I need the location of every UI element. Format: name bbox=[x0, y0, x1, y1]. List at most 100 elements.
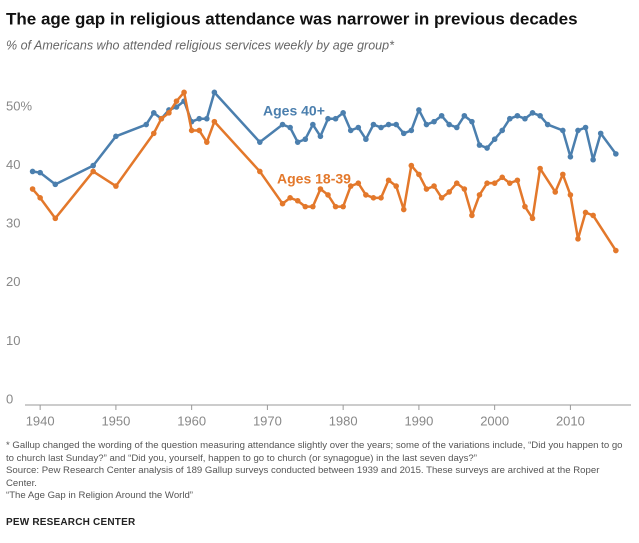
y-tick-label: 0 bbox=[6, 391, 13, 406]
note: * Gallup changed the wording of the ques… bbox=[6, 440, 623, 464]
data-point bbox=[310, 121, 316, 128]
data-point bbox=[287, 124, 293, 131]
data-point bbox=[491, 136, 498, 143]
data-point bbox=[446, 121, 453, 128]
x-tick-label: 1960 bbox=[177, 413, 206, 428]
y-tick-label: 30 bbox=[6, 216, 20, 231]
data-point bbox=[476, 142, 483, 148]
data-point bbox=[204, 115, 210, 122]
data-point bbox=[491, 180, 498, 186]
data-point bbox=[52, 215, 59, 222]
logo: PEW RESEARCH CENTER bbox=[6, 517, 136, 528]
data-point bbox=[257, 139, 263, 145]
x-tick-label: 1950 bbox=[101, 413, 130, 428]
data-point bbox=[294, 139, 301, 145]
data-point bbox=[340, 203, 346, 210]
notes: * Gallup changed the wording of the ques… bbox=[6, 440, 632, 503]
y-tick-label: 50% bbox=[6, 98, 32, 113]
data-point bbox=[347, 183, 354, 189]
data-point bbox=[294, 197, 301, 204]
data-point bbox=[431, 118, 437, 125]
data-point bbox=[113, 133, 119, 140]
series-label: Ages 18-39 bbox=[277, 171, 351, 187]
data-point bbox=[575, 127, 581, 134]
data-point bbox=[560, 127, 566, 134]
data-point bbox=[575, 236, 581, 242]
data-point bbox=[332, 203, 339, 210]
data-point bbox=[507, 115, 513, 122]
data-point bbox=[287, 195, 293, 201]
data-point bbox=[325, 115, 331, 122]
data-point bbox=[317, 186, 324, 192]
data-point bbox=[453, 180, 460, 186]
data-point bbox=[408, 127, 415, 134]
data-point bbox=[529, 110, 536, 116]
data-point bbox=[385, 177, 392, 184]
data-point bbox=[370, 121, 377, 128]
data-point bbox=[507, 180, 513, 186]
data-point bbox=[408, 162, 415, 169]
x-tick-label: 1980 bbox=[329, 413, 358, 428]
data-point bbox=[196, 127, 203, 134]
data-point bbox=[416, 107, 422, 113]
data-point bbox=[613, 247, 619, 254]
data-point bbox=[400, 206, 407, 213]
data-point bbox=[590, 156, 596, 163]
data-point bbox=[363, 192, 369, 198]
data-point bbox=[325, 192, 331, 198]
data-point bbox=[476, 192, 483, 198]
data-point bbox=[332, 115, 339, 122]
x-tick-label: 1990 bbox=[404, 413, 433, 428]
data-point bbox=[378, 195, 384, 201]
data-point bbox=[37, 169, 43, 176]
data-point bbox=[446, 189, 453, 195]
data-point bbox=[560, 171, 566, 178]
data-point bbox=[582, 209, 589, 216]
data-point bbox=[211, 118, 218, 125]
data-point bbox=[484, 180, 490, 186]
data-point bbox=[438, 112, 445, 119]
data-point bbox=[461, 112, 468, 119]
data-point bbox=[499, 127, 506, 134]
data-point bbox=[393, 121, 399, 128]
data-point bbox=[416, 171, 422, 178]
data-point bbox=[196, 115, 203, 122]
data-point bbox=[340, 110, 346, 116]
data-point bbox=[378, 124, 384, 131]
data-point bbox=[279, 121, 286, 128]
data-point bbox=[514, 177, 521, 184]
data-point bbox=[567, 192, 574, 198]
data-point bbox=[257, 168, 263, 175]
data-point bbox=[590, 212, 596, 219]
data-point bbox=[317, 133, 324, 140]
data-point bbox=[29, 186, 36, 192]
data-point bbox=[279, 200, 286, 207]
data-point bbox=[347, 127, 354, 134]
data-point bbox=[204, 139, 210, 145]
data-point bbox=[597, 130, 604, 137]
data-point bbox=[173, 98, 180, 104]
data-point bbox=[613, 151, 619, 157]
data-point bbox=[158, 115, 165, 122]
data-point bbox=[499, 174, 506, 181]
data-point bbox=[181, 89, 187, 96]
data-point bbox=[582, 124, 589, 131]
x-tick-label: 2000 bbox=[480, 413, 509, 428]
data-point bbox=[211, 89, 218, 96]
data-point bbox=[453, 124, 460, 131]
data-point bbox=[423, 186, 430, 192]
data-point bbox=[363, 136, 369, 143]
data-point bbox=[355, 180, 362, 186]
data-point bbox=[37, 195, 43, 201]
chart-subtitle: % of Americans who attended religious se… bbox=[6, 38, 395, 52]
data-point bbox=[537, 165, 543, 172]
y-tick-label: 20 bbox=[6, 274, 20, 289]
data-point bbox=[90, 162, 96, 169]
chart: The age gap in religious attendance was … bbox=[6, 9, 631, 428]
data-point bbox=[166, 110, 172, 116]
y-tick-label: 40 bbox=[6, 157, 20, 172]
data-point bbox=[423, 121, 430, 128]
data-point bbox=[522, 115, 528, 122]
data-point bbox=[544, 121, 551, 128]
series-label: Ages 40+ bbox=[263, 103, 325, 119]
